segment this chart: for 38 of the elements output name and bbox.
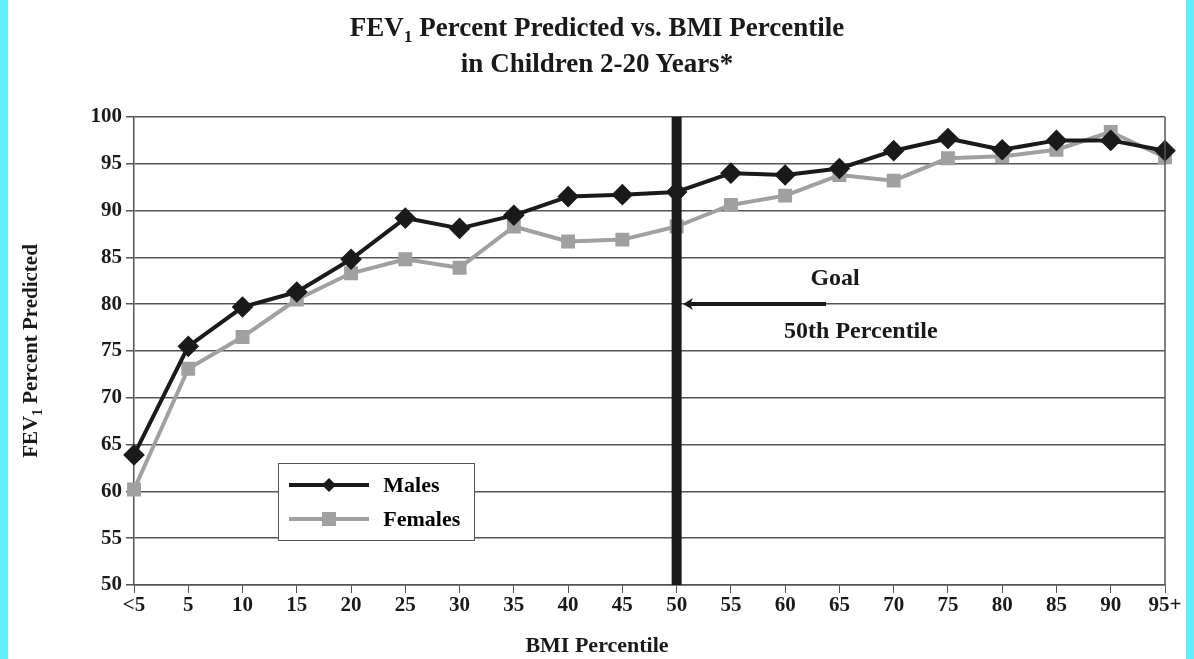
- annotation: Goal: [810, 263, 861, 290]
- x-tick-label: 95+: [1148, 592, 1182, 617]
- x-axis-title: BMI Percentile: [524, 632, 670, 658]
- x-tick-label: 75: [937, 592, 959, 617]
- x-tick-label: 85: [1045, 592, 1067, 617]
- y-tick-label: 90: [101, 197, 122, 222]
- chart-title: FEV$_{1}$ Percent Predicted vs. BMI Percentile: [348, 12, 846, 48]
- x-tick-label: 5: [183, 592, 194, 617]
- x-tick-label: 15: [286, 592, 308, 617]
- y-tick-label: 100: [90, 103, 122, 128]
- y-tick-label: 60: [101, 477, 122, 502]
- legend-label: Females: [383, 506, 461, 533]
- y-tick-label: 75: [101, 337, 122, 362]
- x-tick-label: 80: [991, 592, 1013, 617]
- y-tick-label: 55: [101, 524, 122, 549]
- legend-label: Males: [383, 472, 440, 499]
- y-tick-label: 70: [101, 384, 122, 409]
- x-tick-label: 60: [774, 592, 796, 617]
- y-tick-label: 80: [101, 290, 122, 315]
- y-tick-label: 95: [101, 150, 122, 175]
- x-tick-label: 70: [883, 592, 905, 617]
- y-tick-label: 65: [101, 431, 122, 456]
- x-tick-label: 30: [449, 592, 471, 617]
- x-tick-label: 35: [503, 592, 525, 617]
- x-tick-label: 65: [828, 592, 850, 617]
- x-tick-label: 55: [720, 592, 742, 617]
- x-tick-label: 90: [1100, 592, 1122, 617]
- y-tick-label: 50: [101, 571, 122, 596]
- x-tick-label: 10: [232, 592, 254, 617]
- x-tick-label: <5: [122, 592, 146, 617]
- y-tick-label: 85: [101, 243, 122, 268]
- x-tick-label: 45: [611, 592, 633, 617]
- annotation: 50th Percentile: [784, 317, 938, 344]
- x-tick-label: 20: [340, 592, 362, 617]
- x-tick-label: 40: [557, 592, 579, 617]
- x-tick-label: 50: [666, 592, 688, 617]
- x-tick-label: 25: [394, 592, 416, 617]
- chart-subtitle: in Children 2-20 Years*: [459, 48, 735, 79]
